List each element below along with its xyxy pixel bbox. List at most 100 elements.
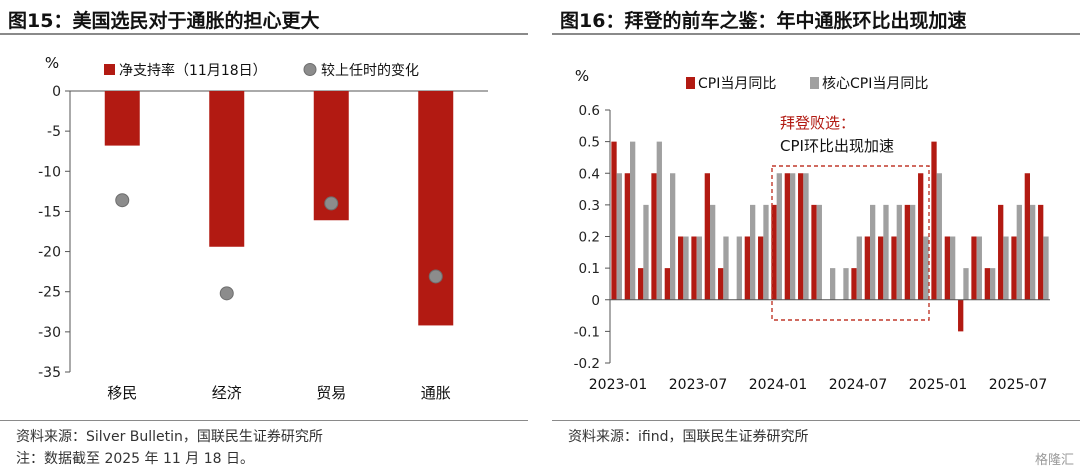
- right-y-tick-label: 0.4: [579, 166, 600, 182]
- right-bar-core-25: [950, 236, 956, 300]
- right-y-unit: %: [575, 67, 589, 85]
- right-bar-cpi-0: [611, 141, 617, 300]
- right-bar-cpi-22: [904, 204, 910, 300]
- right-bar-core-28: [990, 268, 996, 300]
- right-bar-cpi-23: [918, 173, 924, 300]
- right-legend-swatch-core: [810, 77, 819, 89]
- left-bar-1: [209, 91, 245, 247]
- watermark-logo: 格隆汇: [1034, 453, 1074, 468]
- left-title-rule: [0, 33, 528, 35]
- right-bar-cpi-18: [851, 268, 857, 300]
- right-bar-cpi-30: [1011, 236, 1017, 300]
- left-dot-2: [324, 196, 339, 211]
- right-bar-cpi-7: [704, 173, 710, 300]
- right-bar-core-18: [856, 236, 862, 300]
- right-annotation-box: [771, 165, 930, 321]
- right-x-tick-label: 2024-01: [749, 377, 808, 393]
- right-y-tick-label: -0.1: [574, 324, 600, 340]
- right-bar-core-11: [763, 204, 769, 300]
- left-legend-swatch-dot: [303, 63, 317, 76]
- right-bar-cpi-11: [758, 236, 764, 300]
- right-bar-cpi-1: [624, 173, 630, 300]
- right-source: 资料来源：ifind，国联民生证券研究所: [568, 429, 809, 445]
- right-bar-core-20: [883, 204, 889, 300]
- right-bar-cpi-8: [718, 268, 724, 300]
- left-y-tick-label: -20: [38, 245, 61, 261]
- right-y-tick-label: 0.2: [579, 230, 600, 246]
- left-y-tick-label: -15: [38, 204, 61, 220]
- left-legend-label-bar: 净支持率（11月18日）: [119, 62, 267, 79]
- right-annotation-text: CPI环比出现加速: [780, 137, 894, 155]
- left-y-tick-label: -10: [38, 164, 61, 180]
- right-legend-swatch-cpi: [686, 77, 695, 89]
- left-chart-title: 图15：美国选民对于通胀的担心更大: [8, 10, 320, 32]
- right-bar-core-15: [816, 204, 822, 300]
- left-chart: % 0 -5 -10 -15 -20 -25 -30 -35 移民 经济 贸易 通胀 净支持率（11月18…: [38, 54, 488, 402]
- right-legend-label-cpi: CPI当月同比: [698, 76, 776, 92]
- left-legend-swatch-bar: [104, 64, 115, 75]
- right-bar-core-22: [910, 204, 916, 300]
- right-footer-rule: [552, 420, 1080, 421]
- right-bar-cpi-28: [984, 268, 990, 300]
- right-bar-core-19: [870, 204, 876, 300]
- right-y-tick-label: 0.6: [579, 103, 600, 119]
- right-bar-core-1: [630, 141, 636, 300]
- right-bar-core-0: [616, 173, 622, 300]
- right-bar-cpi-13: [784, 173, 790, 300]
- left-category-label: 经济: [212, 384, 242, 402]
- right-y-tick-label: -0.2: [574, 356, 600, 372]
- right-bar-cpi-29: [998, 204, 1004, 300]
- right-bar-cpi-3: [651, 173, 657, 300]
- right-y-tick-label: 0.3: [579, 198, 600, 214]
- right-bar-core-4: [670, 173, 676, 300]
- left-source: 资料来源：Silver Bulletin，国联民生证券研究所: [16, 429, 323, 445]
- right-bar-cpi-2: [638, 268, 644, 300]
- right-bar-core-9: [736, 236, 742, 300]
- left-y-tick-label: -5: [47, 124, 61, 140]
- left-y-tick-label: -25: [38, 285, 61, 301]
- right-bar-cpi-21: [891, 236, 897, 300]
- left-bar-0: [104, 91, 140, 146]
- right-x-tick-label: 2023-01: [589, 377, 648, 393]
- right-bar-core-31: [1030, 204, 1036, 300]
- right-bar-cpi-6: [691, 236, 697, 300]
- right-y-tick-label: 0.5: [579, 135, 600, 151]
- left-dot-1: [219, 286, 234, 301]
- right-bar-cpi-31: [1024, 173, 1030, 300]
- right-bar-cpi-5: [678, 236, 684, 300]
- left-category-label: 贸易: [316, 384, 346, 402]
- right-bar-core-14: [803, 173, 809, 300]
- right-title-rule: [552, 33, 1080, 35]
- left-panel: 图15：美国选民对于通胀的担心更大 % 0 -5 -10 -15 -20 -25 -30 -35…: [0, 0, 528, 472]
- right-bar-cpi-25: [944, 236, 950, 300]
- right-x-tick-label: 2025-01: [909, 377, 968, 393]
- left-legend-label-dot: 较上任时的变化: [321, 63, 419, 79]
- left-dot-3: [428, 269, 443, 284]
- right-bar-cpi-24: [931, 141, 937, 300]
- right-x-tick-label: 2025-07: [989, 377, 1048, 393]
- right-bar-core-30: [1016, 204, 1022, 300]
- left-y-tick-label: -30: [38, 325, 61, 341]
- right-bar-core-32: [1043, 236, 1049, 300]
- right-bar-cpi-19: [864, 236, 870, 300]
- right-y-tick-label: 0.1: [579, 261, 600, 277]
- right-bar-core-23: [923, 236, 929, 300]
- right-bar-core-6: [696, 236, 702, 300]
- right-bar-core-13: [790, 173, 796, 300]
- right-bar-core-7: [710, 204, 716, 300]
- right-bar-core-12: [776, 173, 782, 300]
- right-x-tick-label: 2024-07: [829, 377, 888, 393]
- left-dot-0: [115, 193, 130, 208]
- right-bar-core-2: [643, 204, 649, 300]
- right-panel: 图16：拜登的前车之鉴：年中通胀环比出现加速 % 0.6 0.5 0.4 0.3 0.2 0…: [552, 0, 1080, 472]
- right-y-tick-label: 0: [591, 293, 600, 309]
- left-category-label: 移民: [107, 384, 137, 402]
- left-footer-rule: [0, 420, 528, 421]
- right-bar-cpi-32: [1038, 204, 1044, 300]
- right-bar-cpi-26: [958, 299, 964, 332]
- left-y-tick-label: -35: [38, 365, 61, 381]
- right-bar-cpi-15: [811, 204, 817, 300]
- right-bar-core-3: [656, 141, 662, 300]
- left-y-tick-label: 0: [52, 84, 61, 100]
- right-bar-cpi-4: [664, 268, 670, 300]
